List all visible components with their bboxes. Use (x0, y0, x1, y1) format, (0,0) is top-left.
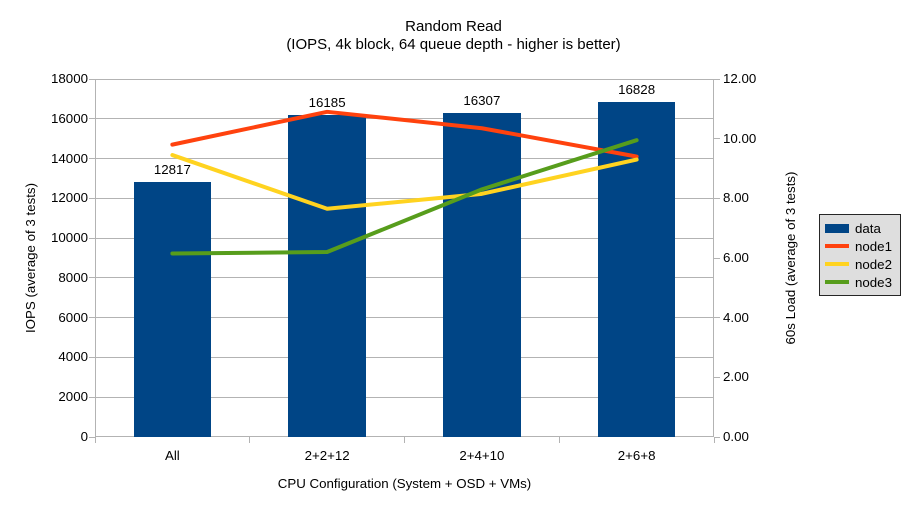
y-axis-tick-label-left: 4000 (58, 349, 88, 365)
x-axis-category-label: 2+6+8 (617, 448, 656, 463)
gridline (95, 356, 714, 358)
bar-data (443, 112, 521, 437)
y-axis-tick-label-left: 12000 (51, 190, 88, 206)
y-axis-tick-left (89, 436, 95, 438)
y-axis-tick-label-right: 2.00 (723, 369, 749, 385)
bar-value-label: 12817 (153, 162, 191, 178)
line-node3 (170, 138, 639, 256)
legend-label: data (855, 220, 881, 236)
line-node2 (170, 153, 639, 211)
chart-title-block: Random Read (IOPS, 4k block, 64 queue de… (0, 18, 907, 54)
y-axis-tick-right (714, 138, 720, 140)
y-axis-tick-right (714, 197, 720, 199)
y-axis-tick-label-left: 18000 (51, 71, 88, 86)
y-axis-tick-left (89, 78, 95, 80)
y-axis-tick-label-right: 6.00 (723, 250, 749, 265)
y-axis-tick-left (89, 396, 95, 398)
line-node1 (170, 109, 639, 159)
legend-bar-swatch-icon (825, 223, 849, 233)
y-axis-tick-right (714, 436, 720, 438)
x-axis-category-label: All (164, 448, 180, 463)
x-axis-tick (249, 437, 251, 443)
y-axis-tick-left (89, 356, 95, 358)
bar-value-label: 16828 (618, 82, 656, 98)
gridline (95, 277, 714, 279)
gridline (95, 396, 714, 398)
y-axis-tick-right (714, 317, 720, 319)
gridline (95, 197, 714, 199)
legend-item-node2: node2 (825, 257, 895, 272)
y-axis-tick-label-right: 8.00 (723, 190, 749, 206)
legend-item-data: data (825, 221, 895, 236)
bar-data (288, 115, 366, 437)
y-axis-tick-left (89, 317, 95, 319)
legend-label: node3 (855, 274, 892, 290)
y-axis-tick-label-right: 10.00 (723, 130, 757, 146)
y-axis-tick-label-left: 14000 (51, 150, 88, 166)
bar-value-label: 16185 (308, 95, 346, 111)
y-axis-tick-left (89, 237, 95, 239)
x-axis-tick (713, 437, 715, 443)
x-axis-tick (558, 437, 560, 443)
plot-area-border (95, 79, 714, 437)
y-axis-tick-label-left: 0 (80, 429, 88, 444)
y-axis-tick-label-right: 4.00 (723, 309, 749, 325)
chart-title: Random Read (405, 18, 502, 35)
y-axis-tick-left (89, 158, 95, 160)
y-axis-title-right: 60s Load (average of 3 tests) (783, 171, 798, 345)
legend-line-swatch-icon (825, 244, 849, 248)
gridline (95, 237, 714, 239)
x-axis-tick (94, 437, 96, 443)
x-axis-title: CPU Configuration (System + OSD + VMs) (277, 476, 532, 491)
y-axis-tick-left (89, 277, 95, 279)
gridline (95, 317, 714, 319)
y-axis-tick-label-left: 2000 (58, 389, 88, 405)
y-axis-tick-label-right: 0.00 (723, 429, 749, 444)
x-axis-tick (404, 437, 405, 443)
bar-value-label: 16307 (463, 92, 501, 108)
line-layer (170, 109, 639, 256)
y-axis-tick-right (714, 78, 720, 80)
x-axis-category-label: 2+4+10 (459, 448, 505, 463)
gridline (95, 158, 714, 160)
legend-item-node3: node3 (825, 275, 895, 290)
legend-line-swatch-icon (825, 262, 849, 266)
legend-line-swatch-icon (825, 280, 849, 284)
chart-subtitle: (IOPS, 4k block, 64 queue depth - higher… (286, 36, 621, 53)
y-axis-tick-left (89, 118, 95, 120)
y-axis-tick-left (89, 197, 95, 199)
y-axis-tick-right (714, 376, 720, 378)
x-axis-category-label: 2+2+12 (304, 448, 350, 463)
bar-data (133, 182, 212, 437)
legend-label: node1 (855, 238, 892, 254)
y-axis-tick-label-left: 6000 (58, 309, 88, 325)
y-axis-tick-label-left: 10000 (51, 230, 88, 246)
legend-item-node1: node1 (825, 239, 895, 254)
y-axis-tick-label-left: 16000 (51, 110, 88, 126)
y-axis-tick-right (714, 257, 720, 259)
chart-legend: data node1 node2 node3 (819, 214, 901, 296)
legend-label: node2 (855, 256, 892, 272)
y-axis-tick-label-right: 12.00 (723, 71, 757, 86)
y-axis-tick-label-left: 8000 (58, 269, 88, 285)
